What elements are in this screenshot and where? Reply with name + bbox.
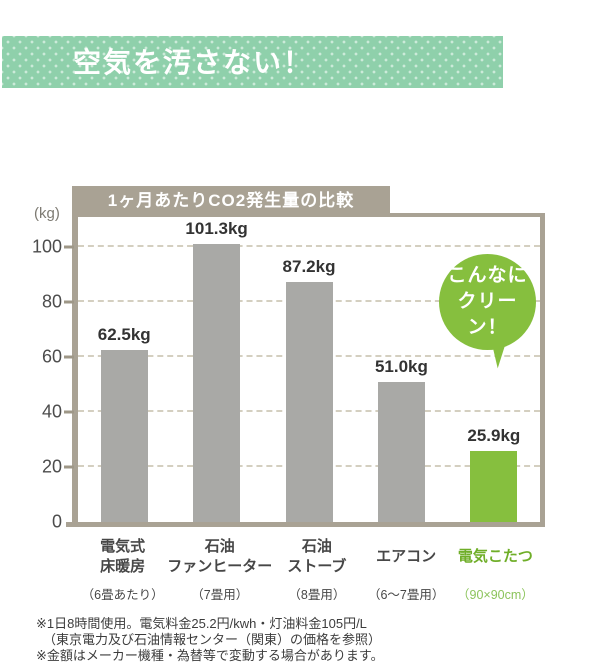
category-sub-label: （6畳あたり） — [81, 588, 164, 602]
x-axis-label: エアコン （6～7畳用） — [362, 536, 451, 603]
plot-inner: 62.5kg 101.3kg 87.2kg 51.0kg 25.9kg — [78, 217, 540, 522]
bar-column: 51.0kg — [355, 217, 447, 522]
y-axis-ticks — [64, 217, 74, 522]
y-tick-label: 0 — [51, 511, 62, 532]
bubble-text-line2: クリーン！ — [457, 291, 518, 338]
category-name: 電気こたつ — [451, 536, 540, 578]
y-tick-mark — [64, 245, 74, 249]
category-name-line: 石油 — [204, 538, 235, 555]
y-tick-mark — [64, 465, 74, 469]
y-tick-label: 80 — [41, 291, 62, 312]
bar — [285, 282, 333, 522]
y-tick-mark — [64, 300, 74, 304]
y-tick-label: 60 — [41, 346, 62, 367]
category-name: 石油 ストーブ — [272, 536, 361, 578]
bar-value-label: 101.3kg — [185, 218, 248, 238]
category-name-line: ファンヒーター — [167, 558, 273, 575]
y-tick-mark — [64, 355, 74, 359]
x-axis-origin-nub — [66, 522, 74, 527]
category-sub-label: （7畳用） — [191, 588, 249, 602]
chart-title: 1ヶ月あたりCO2発生量の比較 — [72, 186, 390, 215]
category-name-line: 石油 — [301, 538, 332, 555]
y-axis-labels: 0 20 40 60 80 100 — [14, 217, 66, 532]
x-axis-label: 石油ストーブ （8畳用） — [272, 536, 361, 603]
bubble-text-line1: こんなに — [447, 265, 528, 286]
footer-note: （東京電力及び石油情報センター（関東）の価格を参照） — [43, 632, 382, 647]
speech-bubble-tail-icon — [490, 335, 512, 369]
bar — [377, 381, 425, 522]
bar-column: 101.3kg — [170, 217, 262, 522]
footer-note: ※金額はメーカー機種・為替等で変動する場合があります。 — [36, 648, 384, 663]
bar-value-label: 62.5kg — [97, 325, 151, 345]
category-name-line: ストーブ — [287, 558, 347, 575]
y-tick-label: 20 — [41, 456, 62, 477]
x-axis-label: 電気こたつ （90×90cm） — [451, 536, 540, 603]
footer-note: ※1日8時間使用。電気料金25.2円/kwh・灯油料金105円/L — [36, 616, 367, 631]
bar — [470, 450, 518, 522]
y-axis-unit-label: (kg) — [34, 205, 60, 222]
category-sub-label: （6～7畳用） — [367, 588, 445, 602]
plot-area: 62.5kg 101.3kg 87.2kg 51.0kg 25.9kg — [72, 213, 545, 527]
category-sub-label: （8畳用） — [288, 588, 346, 602]
bar — [100, 350, 148, 522]
y-tick-mark — [64, 410, 74, 414]
bar-column: 62.5kg — [78, 217, 170, 522]
category-name: エアコン — [362, 536, 451, 578]
bars-row: 62.5kg 101.3kg 87.2kg 51.0kg 25.9kg — [78, 217, 540, 522]
y-tick-label: 100 — [31, 236, 62, 257]
category-name: 石油 ファンヒーター — [167, 536, 272, 578]
category-name: 電気式 床暖房 — [78, 536, 167, 578]
page-title: 空気を汚さない！ — [73, 47, 314, 78]
category-name-line: 電気こたつ — [457, 548, 533, 565]
gridline — [78, 245, 540, 248]
category-name-line: エアコン — [376, 548, 437, 565]
x-axis-label: 電気式床暖房 （6畳あたり） — [78, 536, 167, 603]
category-name-line: 床暖房 — [100, 558, 146, 575]
header-banner: 空気を汚さない！ — [2, 36, 503, 88]
category-sub-label: （90×90cm） — [457, 588, 534, 602]
bar-column: 25.9kg — [448, 217, 540, 522]
footer-notes: ※1日8時間使用。電気料金25.2円/kwh・灯油料金105円/L （東京電力及… — [36, 616, 384, 664]
x-axis-labels: 電気式 床暖房 （6畳あたり） 石油 ファンヒーター （7畳用） 石油 ストーブ （8畳用） エア… — [78, 536, 540, 603]
bar-value-label: 51.0kg — [374, 356, 428, 376]
bar-value-label: 25.9kg — [467, 425, 521, 445]
clean-speech-bubble: こんなに クリーン！ — [439, 254, 536, 350]
bar-value-label: 87.2kg — [282, 257, 336, 277]
x-axis-label: 石油ファンヒーター （7畳用） — [167, 536, 272, 603]
bar-column: 87.2kg — [263, 217, 355, 522]
bar — [193, 243, 241, 522]
y-tick-label: 40 — [41, 401, 62, 422]
category-name-line: 電気式 — [100, 538, 146, 555]
